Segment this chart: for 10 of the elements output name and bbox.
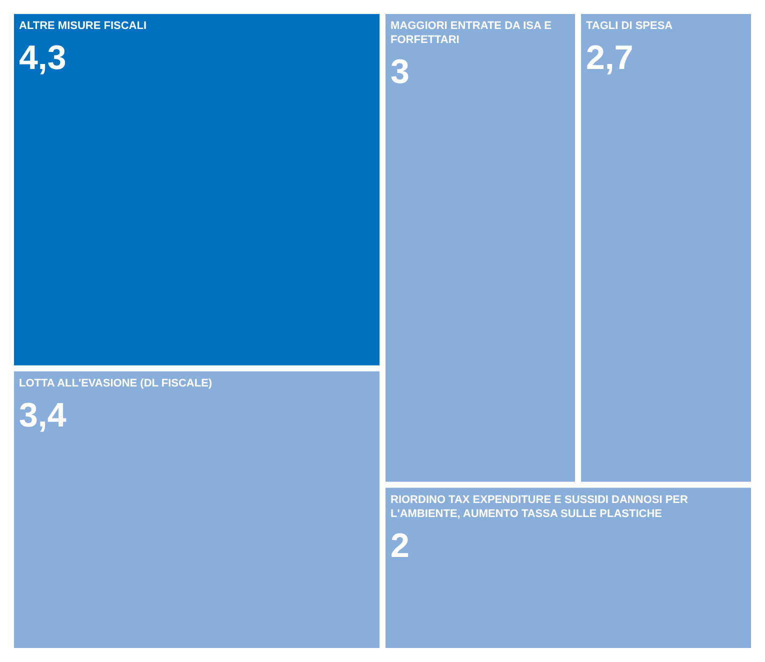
data-label: 3,4 <box>19 396 66 434</box>
category-label: ALTRE MISURE FISCALI <box>19 20 147 32</box>
category-label: TAGLI DI SPESA <box>586 20 673 32</box>
category-label: LOTTA ALL'EVASIONE (DL FISCALE) <box>19 377 212 390</box>
data-label: 3 <box>390 53 410 91</box>
category-label: RIORDINO TAX EXPENDITURE E SUSSIDI DANNOSI PER L'AMBIENTE, AUMENTO TASSA SULLE PLASTICHE <box>390 494 692 520</box>
data-label: 2,7 <box>586 39 634 77</box>
category-label: MAGGIORI ENTRATE DA ISA E FORFETTARI <box>390 20 554 46</box>
data-label: 4,3 <box>19 39 66 77</box>
data-label: 2 <box>390 526 410 565</box>
